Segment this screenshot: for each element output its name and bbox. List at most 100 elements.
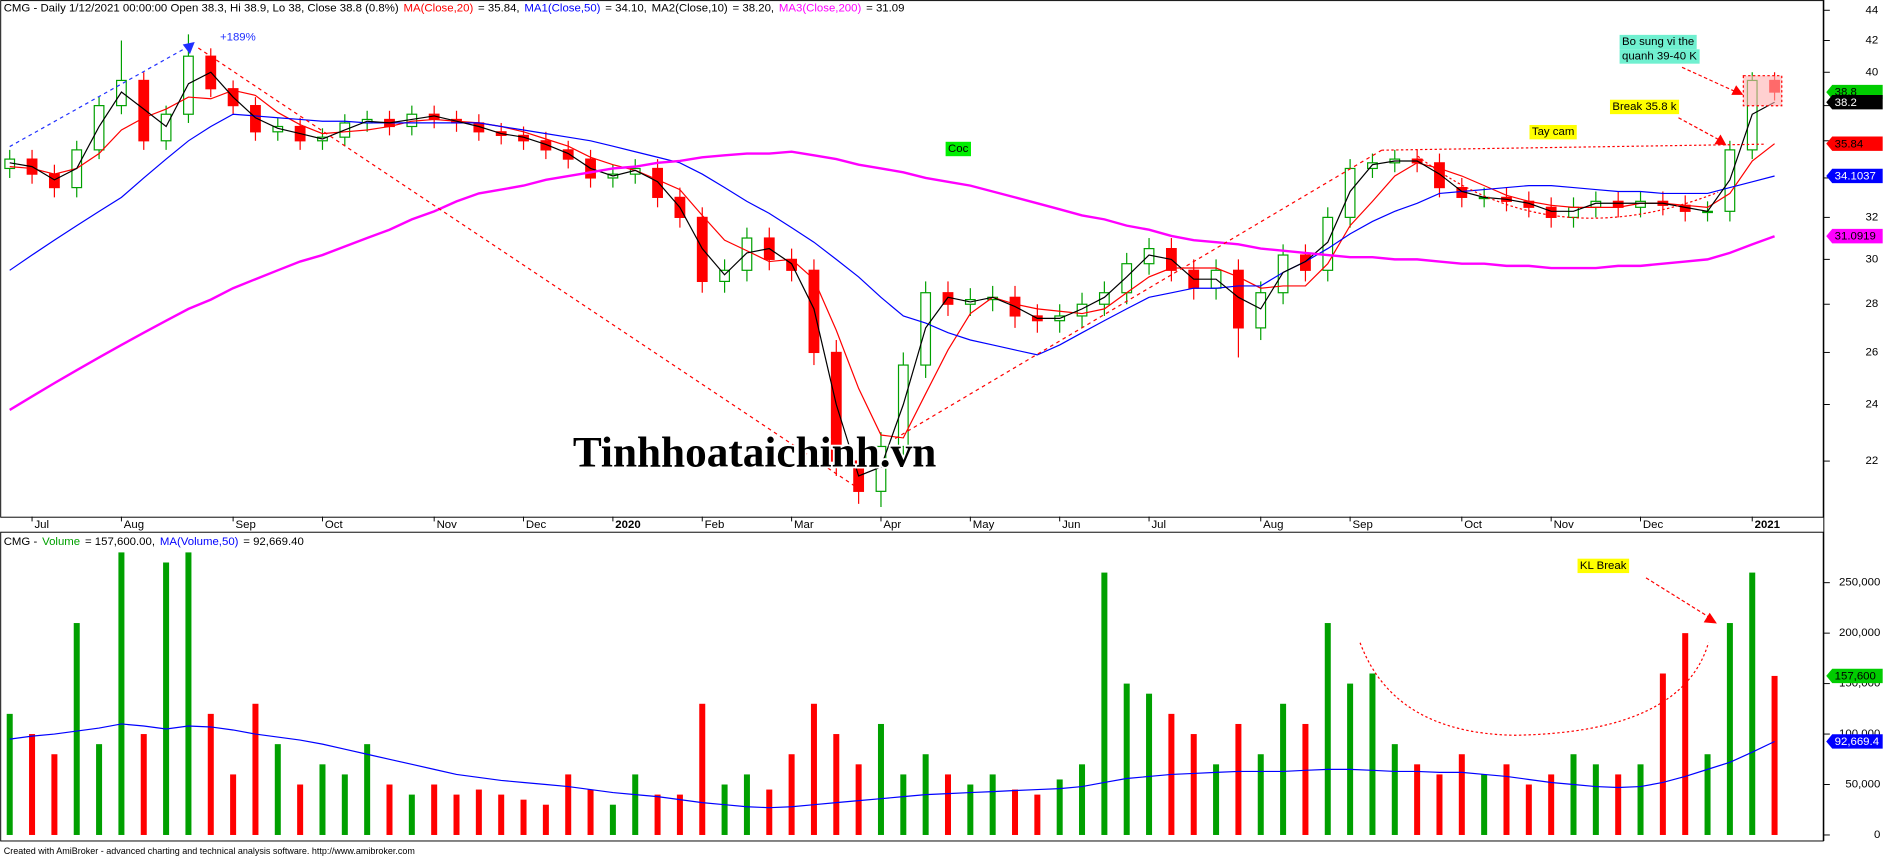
x-tick-label: Dec <box>1643 519 1664 531</box>
candle-body <box>1233 269 1244 329</box>
trend-line <box>894 149 1383 440</box>
volume-bar <box>565 774 572 835</box>
annotation: Break 35.8 k <box>1612 101 1676 113</box>
volume-bar <box>1637 764 1644 835</box>
volume-bar <box>1347 683 1354 835</box>
volume-bar <box>453 794 460 835</box>
volume-bar <box>1034 794 1041 835</box>
candle-body <box>1322 216 1334 271</box>
value-tag-label: 38.2 <box>1835 97 1857 109</box>
volume-bar <box>1615 774 1622 835</box>
volume-bar <box>431 784 438 835</box>
arrow-head <box>1703 612 1717 624</box>
candle-body <box>1255 292 1267 329</box>
y-tick-label: 50,000 <box>1845 779 1880 791</box>
volume-bar <box>1302 723 1309 835</box>
volume-bar <box>944 774 951 835</box>
volume-bar <box>542 804 549 835</box>
volume-bar <box>721 784 728 835</box>
trend-line <box>198 47 856 488</box>
volume-bar <box>699 703 706 835</box>
volume-bar <box>1324 623 1331 835</box>
volume-bar <box>1436 774 1443 835</box>
x-tick-label: Oct <box>1464 519 1483 531</box>
annotation-box <box>1619 34 1697 50</box>
volume-bar <box>1481 774 1488 835</box>
footer: Created with AmiBroker - advanced charti… <box>4 846 415 856</box>
volume-bar <box>1280 703 1287 835</box>
y-tick-label: 22 <box>1866 455 1879 467</box>
volume-bar <box>788 754 795 835</box>
candle-body <box>48 173 60 189</box>
arrow-line <box>1681 66 1738 94</box>
volume-bar <box>364 744 371 835</box>
volume-bar <box>676 794 683 835</box>
volume-bar <box>1414 764 1421 835</box>
x-tick-label: Feb <box>705 519 725 531</box>
volume-bar <box>408 794 415 835</box>
y-tick-label: 200,000 <box>1839 627 1880 639</box>
candle-body <box>183 55 194 115</box>
volume-bar <box>1503 764 1510 835</box>
x-tick-label: Dec <box>526 519 547 531</box>
x-tick-label: Nov <box>1554 519 1575 531</box>
volume-bar <box>520 799 527 835</box>
candle-body <box>1300 254 1311 271</box>
volume-bar <box>1570 754 1577 835</box>
value-tag <box>1826 168 1883 184</box>
y-tick-label: 42 <box>1866 35 1879 47</box>
candle-body <box>540 140 552 151</box>
legend-value: = 157,600.00, <box>85 536 155 548</box>
legend-entry: Volume <box>42 536 80 548</box>
x-tick-label: Jun <box>1062 519 1080 531</box>
volume-bar <box>252 703 259 835</box>
candle-body <box>1121 263 1133 294</box>
candle-body <box>1545 206 1557 218</box>
annotation-box <box>1609 99 1680 115</box>
volume-bar <box>654 794 661 835</box>
volume-bar <box>1704 754 1711 835</box>
legend-entry: MA(Close,20) <box>404 2 474 14</box>
watermark: Tinhhoataichinh.vn <box>573 428 936 476</box>
volume-header: CMG - Volume = 157,600.00, MA(Volume,50) = 9… <box>4 536 304 548</box>
volume-bar <box>140 734 147 835</box>
candle-body <box>1568 206 1579 218</box>
legend-value: = 35.84, <box>478 2 520 14</box>
annotation-box <box>945 141 971 157</box>
chart-title: CMG - <box>4 536 38 548</box>
value-tag <box>1826 668 1883 684</box>
candle-body <box>1277 254 1289 294</box>
candle-body <box>160 113 172 142</box>
annotation-box <box>1529 124 1577 140</box>
y-tick-label: 0 <box>1874 829 1880 841</box>
volume-bar <box>274 744 281 835</box>
volume-bar <box>1659 673 1666 835</box>
x-tick-label: 2020 <box>615 519 640 531</box>
candle-body <box>1076 303 1088 317</box>
volume-bar <box>1391 744 1398 835</box>
y-tick-label: 28 <box>1866 298 1879 310</box>
value-tag-label: 31.0919 <box>1835 231 1876 243</box>
volume-bar <box>632 774 639 835</box>
volume-bar <box>1726 623 1733 835</box>
arrow-head <box>1731 85 1744 95</box>
volume-bar <box>386 784 393 835</box>
volume-bar <box>587 789 594 835</box>
candle-body <box>652 167 663 198</box>
volume-bar <box>609 804 616 835</box>
volume-bar <box>341 774 348 835</box>
value-tag <box>1826 94 1883 110</box>
value-tag-label: 34.1037 <box>1835 171 1876 183</box>
legend-entry: MA1(Close,50) <box>524 2 600 14</box>
trend-line <box>9 45 191 148</box>
annotation: quanh 39-40 K <box>1622 50 1697 62</box>
annotation: +189% <box>220 31 256 43</box>
candle-body <box>741 237 753 271</box>
candle-body <box>719 269 730 283</box>
volume-bar <box>96 744 103 835</box>
annotation-box <box>1577 558 1630 574</box>
value-tag-label: 35.84 <box>1835 138 1864 150</box>
ma-line <box>9 723 1775 809</box>
volume-bar <box>1012 789 1019 835</box>
